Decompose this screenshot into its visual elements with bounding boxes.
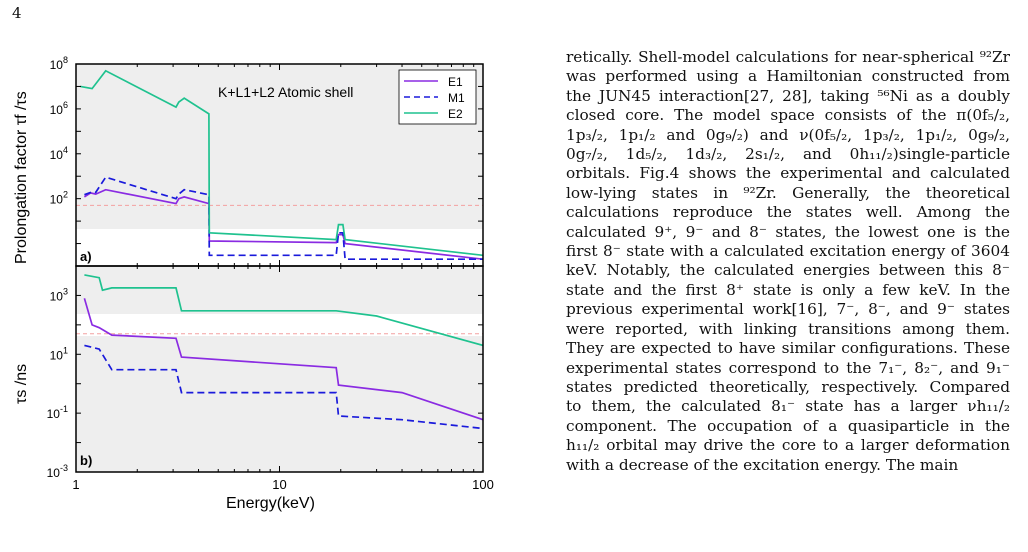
- text-line: first 8⁻ state with a calculated excitat…: [566, 242, 1010, 261]
- y-tick-label: 108: [50, 55, 68, 72]
- text-line: 0g₇/₂, 1d₅/₂, 1d₃/₂, 2s₁/₂, and 0h₁₁/₂)s…: [566, 145, 1010, 164]
- panel-b-shade: [76, 336, 483, 472]
- text-line: the JUN45 interaction[27, 28], taking ⁵⁶…: [566, 86, 1010, 105]
- series-m1-line: [84, 344, 483, 430]
- figure: 1 10 100 108 106 104 102 103 101 10-1 10-3 a) b) K…: [13, 55, 494, 512]
- legend-e2: E2: [448, 107, 463, 121]
- series-m1-line: [84, 176, 483, 261]
- text-line: previous experimental work[16], 7⁻, 8⁻, …: [566, 300, 1010, 319]
- y-tick-label: 10-1: [47, 404, 68, 421]
- text-line: was performed using a Hamiltonian constr…: [566, 67, 1010, 86]
- x-tick-label: 10: [272, 477, 286, 492]
- text-line: to them, the calculated 8₁⁻ state has a …: [566, 397, 1010, 416]
- series-e1-line: [83, 188, 483, 261]
- ylabel-b: τs /ns: [13, 364, 30, 404]
- text-line: low-lying states in ⁹²Zr. Generally, the…: [566, 183, 1010, 202]
- text-line: retically. Shell-model calculations for …: [566, 48, 1010, 66]
- series-e2-line: [80, 69, 483, 257]
- text-line: closed core. The model space consists of…: [566, 106, 1010, 125]
- text-line: h₁₁/₂ orbital may drive the core to a la…: [566, 436, 1010, 455]
- text-line: They are expected to have similar config…: [566, 339, 1010, 358]
- text-line: 1p₃/₂, 1p₁/₂ and 0g₉/₂) and ν(0f₅/₂, 1p₃…: [566, 125, 1010, 144]
- text-line: state and the first 8⁺ state is only a f…: [566, 280, 1010, 299]
- x-axis-label: Energy(keV): [226, 495, 315, 512]
- y-tick-label: 10-3: [47, 463, 68, 480]
- ylabel-a: Prolongation factor τf /τs: [13, 91, 30, 264]
- text-line: calculated 9⁺, 9⁻ and 8⁻ states, the low…: [566, 222, 1010, 241]
- x-tick-label: 100: [472, 477, 494, 492]
- y-tick-label: 106: [50, 100, 68, 117]
- text-line: calculations reproduce the states well. …: [566, 203, 1010, 222]
- legend-m1: M1: [448, 91, 465, 105]
- series-e2-line: [84, 274, 483, 347]
- legend-e1: E1: [448, 75, 463, 89]
- body-text: retically. Shell-model calculations for …: [566, 48, 1010, 475]
- panel-b-label: b): [80, 453, 92, 468]
- text-line: were reported, with linking transitions …: [566, 319, 1010, 338]
- y-tick-label: 103: [50, 286, 68, 303]
- text-line: with a decrease of the excitation energy…: [566, 455, 959, 474]
- y-tick-label: 101: [50, 345, 68, 362]
- series-e1-line: [83, 298, 483, 421]
- panel-a-label: a): [80, 249, 92, 264]
- legend: E1 M1 E2: [398, 69, 477, 125]
- annotation: K+L1+L2 Atomic shell: [218, 84, 353, 100]
- y-tick-label: 104: [50, 145, 68, 162]
- y-tick-label: 102: [50, 190, 68, 207]
- text-line: states predicted theoretically, respecti…: [566, 377, 1010, 396]
- text-line: component. The occupation of a quasipart…: [566, 416, 1010, 435]
- text-line: experimental states correspond to the 7₁…: [566, 358, 1010, 377]
- text-line: orbitals. Fig.4 shows the experimental a…: [566, 164, 1010, 183]
- page-number: 4: [12, 4, 22, 22]
- text-line: keV. Notably, the calculated energies be…: [566, 261, 1010, 280]
- x-tick-label: 1: [72, 477, 79, 492]
